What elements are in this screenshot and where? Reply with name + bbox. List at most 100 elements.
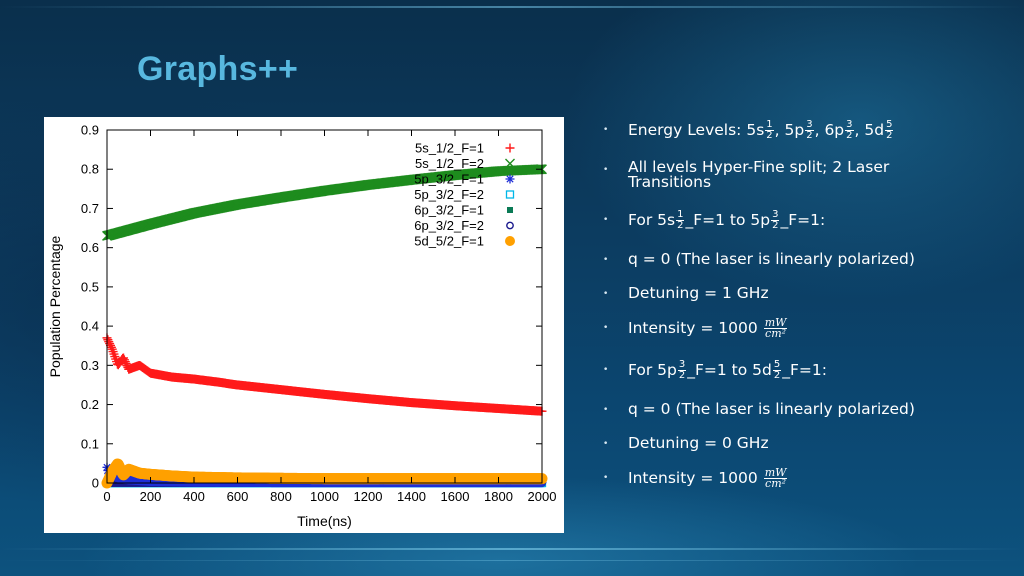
data-point	[121, 359, 131, 369]
frac-num: 3	[845, 119, 854, 131]
x-tick-label: 1000	[310, 489, 339, 504]
light-streak-bottom	[0, 548, 1024, 550]
series-plus	[102, 333, 547, 416]
unit-num: mW	[763, 316, 788, 329]
x-tick-label: 1600	[441, 489, 470, 504]
frac-den: 2	[846, 130, 853, 141]
transition2-post: _F=1:	[782, 361, 827, 379]
data-point	[106, 342, 116, 352]
q2-text: q = 0 (The laser is linearly polarized)	[628, 400, 915, 418]
unit-den: cm²	[765, 327, 787, 340]
unit-den: cm²	[765, 477, 787, 490]
legend-marker	[505, 143, 515, 153]
frac-den: 2	[677, 220, 684, 231]
energy-6p: , 6p	[814, 121, 845, 139]
axes: 0 200 400 600 800 1000 1200 1400 1600 1800 2000 0 0.…	[47, 123, 556, 530]
x-tick-label: 1400	[397, 489, 426, 504]
intensity1-text: Intensity = 1000	[628, 319, 763, 337]
legend-marker	[507, 207, 513, 213]
q1-text: q = 0 (The laser is linearly polarized)	[628, 250, 915, 268]
legend-marker	[506, 221, 514, 230]
bullet-dot: •	[603, 473, 609, 483]
frac-num: 5	[772, 359, 782, 371]
energy-5d: , 5d	[854, 121, 885, 139]
legend-marker	[505, 236, 515, 246]
bullet-dot: •	[603, 125, 609, 135]
slide-title: Graphs++	[137, 50, 299, 88]
transition1-pre: For 5s	[628, 211, 676, 229]
bullet-dot: •	[603, 365, 609, 375]
bullet-dot: •	[603, 215, 609, 225]
energy-5s: 5s	[746, 121, 765, 139]
y-tick-label: 0.9	[81, 123, 99, 138]
y-tick-label: 0.8	[81, 162, 99, 177]
data-point	[104, 337, 114, 347]
bullet-dot: •	[603, 255, 609, 265]
data-point	[103, 335, 113, 345]
x-tick-label: 2000	[528, 489, 557, 504]
legend-label: 5s_1/2_F=2	[415, 156, 484, 171]
unit-num: mW	[763, 466, 788, 479]
bullet-dot: •	[603, 323, 609, 333]
legend-label: 5s_1/2_F=1	[415, 141, 484, 156]
x-tick-label: 1800	[484, 489, 513, 504]
energy-prefix: Energy Levels:	[628, 121, 747, 139]
frac-num: 1	[765, 119, 774, 131]
y-tick-label: 0.2	[81, 397, 99, 412]
light-streak-bottom-faint	[0, 560, 1024, 561]
bullet-dot: •	[603, 405, 609, 415]
frac-den: 2	[886, 130, 893, 141]
x-tick-label: 200	[140, 489, 162, 504]
y-tick-label: 0.6	[81, 240, 99, 255]
bullet-dot: •	[603, 289, 609, 299]
transition2-mid: _F=1 to 5d	[687, 361, 772, 379]
y-tick-label: 0.3	[81, 358, 99, 373]
y-tick-label: 0.5	[81, 279, 99, 294]
frac-num: 3	[677, 359, 687, 371]
y-tick-label: 0	[92, 476, 99, 491]
frac-den: 2	[772, 220, 779, 231]
legend-label: 5p_3/2_F=1	[414, 172, 484, 187]
frac-den: 2	[766, 130, 773, 141]
series-cross	[102, 164, 547, 241]
frac-num: 1	[676, 209, 685, 221]
y-tick-label: 0.4	[81, 319, 99, 334]
x-tick-label: 400	[183, 489, 205, 504]
legend-label: 5p_3/2_F=2	[414, 187, 484, 202]
legend-marker	[505, 190, 515, 199]
intensity2-text: Intensity = 1000	[628, 469, 763, 487]
legend: 5s_1/2_F=15s_1/2_F=25p_3/2_F=15p_3/2_F=2…	[414, 141, 515, 249]
bullet-dot: •	[603, 439, 609, 449]
x-tick-label: 600	[227, 489, 249, 504]
series-filled-circle	[101, 458, 548, 489]
detuning1-text: Detuning = 1 GHz	[628, 284, 769, 302]
energy-5p: , 5p	[774, 121, 805, 139]
chart-panel: 0 200 400 600 800 1000 1200 1400 1600 1800 2000 0 0.…	[44, 117, 564, 533]
x-tick-label: 0	[103, 489, 110, 504]
bullet-dot: •	[603, 165, 609, 175]
light-streak-top	[0, 6, 1024, 8]
frac-den: 2	[678, 370, 686, 381]
frac-num: 5	[885, 119, 894, 131]
y-axis-label: Population Percentage	[47, 235, 63, 377]
legend-marker	[505, 158, 515, 169]
y-tick-label: 0.1	[81, 436, 99, 451]
transition1-post: _F=1:	[780, 211, 826, 229]
data-point	[120, 357, 130, 367]
detuning2-text: Detuning = 0 GHz	[628, 434, 769, 452]
frac-num: 3	[805, 119, 814, 131]
legend-label: 5d_5/2_F=1	[414, 234, 484, 249]
legend-label: 6p_3/2_F=2	[414, 218, 484, 233]
transition1-mid: _F=1 to 5p	[685, 211, 771, 229]
hyperfine-text: All levels Hyper-Fine split; 2 Laser Tra…	[628, 158, 890, 191]
transition2-pre: For 5p	[628, 361, 677, 379]
data-point	[119, 355, 129, 365]
population-chart: 0 200 400 600 800 1000 1200 1400 1600 1800 2000 0 0.…	[47, 123, 556, 530]
x-tick-label: 1200	[354, 489, 383, 504]
legend-label: 6p_3/2_F=1	[414, 203, 484, 218]
x-tick-label: 800	[270, 489, 292, 504]
frac-den: 2	[806, 130, 813, 141]
legend-marker	[505, 174, 515, 184]
x-axis-label: Time(ns)	[297, 513, 352, 529]
frac-num: 3	[771, 209, 780, 221]
